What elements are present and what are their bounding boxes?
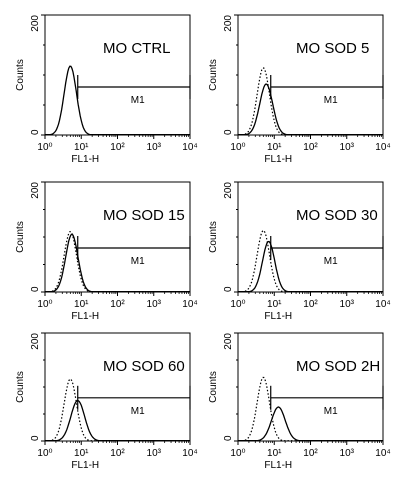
y-tick-label: 0 — [223, 286, 234, 292]
y-tick-label: 200 — [30, 182, 41, 199]
control-histogram-dotted — [45, 378, 190, 442]
control-histogram-dotted — [45, 231, 190, 293]
histogram-panel: 0 200 Counts 10⁰ 10¹ 10² 10³ 10⁴ FL1-H MO SOD 5 M1 — [208, 14, 391, 165]
x-tick-label: 10⁰ — [230, 142, 245, 153]
x-tick-label: 10⁰ — [37, 142, 52, 153]
sample-histogram-solid — [238, 83, 383, 136]
histogram-panel: 0 200 Counts 10⁰ 10¹ 10² 10³ 10⁴ FL1-H MO SOD 15 M… — [15, 181, 198, 322]
y-axis-label: Counts — [15, 59, 26, 91]
x-tick-label: 10² — [303, 299, 318, 310]
panel-title: MO SOD 5 — [296, 40, 369, 57]
x-axis-label: FL1-H — [264, 311, 292, 322]
x-tick-label: 10⁰ — [37, 299, 52, 310]
sample-histogram-solid — [238, 406, 383, 442]
y-axis-label: Counts — [208, 221, 219, 253]
panel-title: MO SOD 15 — [103, 207, 185, 224]
x-tick-label: 10² — [303, 142, 318, 153]
x-tick-label: 10² — [303, 448, 318, 459]
x-axis-label: FL1-H — [71, 311, 99, 322]
sample-histogram-solid — [45, 399, 190, 442]
x-tick-label: 10¹ — [267, 448, 282, 459]
x-tick-label: 10⁴ — [375, 142, 390, 153]
y-tick-label: 0 — [223, 129, 234, 135]
y-tick-label: 200 — [223, 333, 234, 350]
x-tick-label: 10⁴ — [182, 299, 197, 310]
gate-label: M1 — [324, 406, 338, 417]
y-axis-label: Counts — [208, 59, 219, 91]
histogram-panel: 0 200 Counts 10⁰ 10¹ 10² 10³ 10⁴ FL1-H MO SOD 60 M… — [15, 332, 198, 471]
x-tick-label: 10³ — [340, 142, 355, 153]
x-tick-label: 10² — [110, 142, 125, 153]
x-tick-label: 10¹ — [267, 142, 282, 153]
histogram-panel: 0 200 Counts 10⁰ 10¹ 10² 10³ 10⁴ FL1-H MO SOD 2H M… — [208, 332, 391, 471]
y-axis-label: Counts — [15, 221, 26, 253]
x-tick-label: 10⁴ — [182, 142, 197, 153]
histogram-panel: 0 200 Counts 10⁰ 10¹ 10² 10³ 10⁴ FL1-H MO SOD 30 M… — [208, 181, 391, 322]
x-tick-label: 10⁰ — [230, 299, 245, 310]
y-tick-label: 0 — [30, 286, 41, 292]
y-tick-label: 200 — [223, 15, 234, 32]
x-axis-label: FL1-H — [71, 460, 99, 471]
sample-histogram-solid — [45, 233, 190, 293]
control-histogram-dotted — [238, 376, 383, 442]
y-axis-label: Counts — [208, 371, 219, 403]
gate-label: M1 — [131, 95, 145, 106]
y-tick-label: 0 — [30, 435, 41, 441]
y-tick-label: 200 — [30, 333, 41, 350]
x-tick-label: 10³ — [147, 299, 162, 310]
x-tick-label: 10³ — [147, 448, 162, 459]
x-tick-label: 10⁰ — [37, 448, 52, 459]
sample-histogram-solid — [238, 240, 383, 293]
x-tick-label: 10² — [110, 448, 125, 459]
gate-label: M1 — [324, 95, 338, 106]
panel-title: MO SOD 60 — [103, 358, 185, 375]
y-tick-label: 0 — [223, 435, 234, 441]
panel-title: MO CTRL — [103, 40, 171, 57]
x-tick-label: 10¹ — [74, 299, 89, 310]
x-tick-label: 10⁴ — [182, 448, 197, 459]
control-histogram-dotted — [238, 230, 383, 293]
panel-title: MO SOD 2H — [296, 358, 380, 375]
x-tick-label: 10¹ — [267, 299, 282, 310]
x-tick-label: 10² — [110, 299, 125, 310]
gate-label: M1 — [131, 406, 145, 417]
y-tick-label: 0 — [30, 129, 41, 135]
x-tick-label: 10⁰ — [230, 448, 245, 459]
gate-label: M1 — [324, 256, 338, 267]
plot-frame — [44, 181, 191, 293]
x-tick-label: 10⁴ — [375, 448, 390, 459]
plot-frame — [237, 14, 384, 136]
x-axis-label: FL1-H — [264, 154, 292, 165]
y-tick-label: 200 — [223, 182, 234, 199]
x-tick-label: 10³ — [340, 299, 355, 310]
gate-label: M1 — [131, 256, 145, 267]
panel-title: MO SOD 30 — [296, 207, 378, 224]
x-tick-label: 10⁴ — [375, 299, 390, 310]
x-tick-label: 10³ — [147, 142, 162, 153]
x-axis-label: FL1-H — [71, 154, 99, 165]
sample-histogram-solid — [45, 65, 190, 136]
y-tick-label: 200 — [30, 15, 41, 32]
y-axis-label: Counts — [15, 371, 26, 403]
x-tick-label: 10³ — [340, 448, 355, 459]
x-tick-label: 10¹ — [74, 142, 89, 153]
x-axis-label: FL1-H — [264, 460, 292, 471]
histogram-panel: 0 200 Counts 10⁰ 10¹ 10² 10³ 10⁴ FL1-H MO CTRL M1 — [15, 14, 198, 165]
x-tick-label: 10¹ — [74, 448, 89, 459]
